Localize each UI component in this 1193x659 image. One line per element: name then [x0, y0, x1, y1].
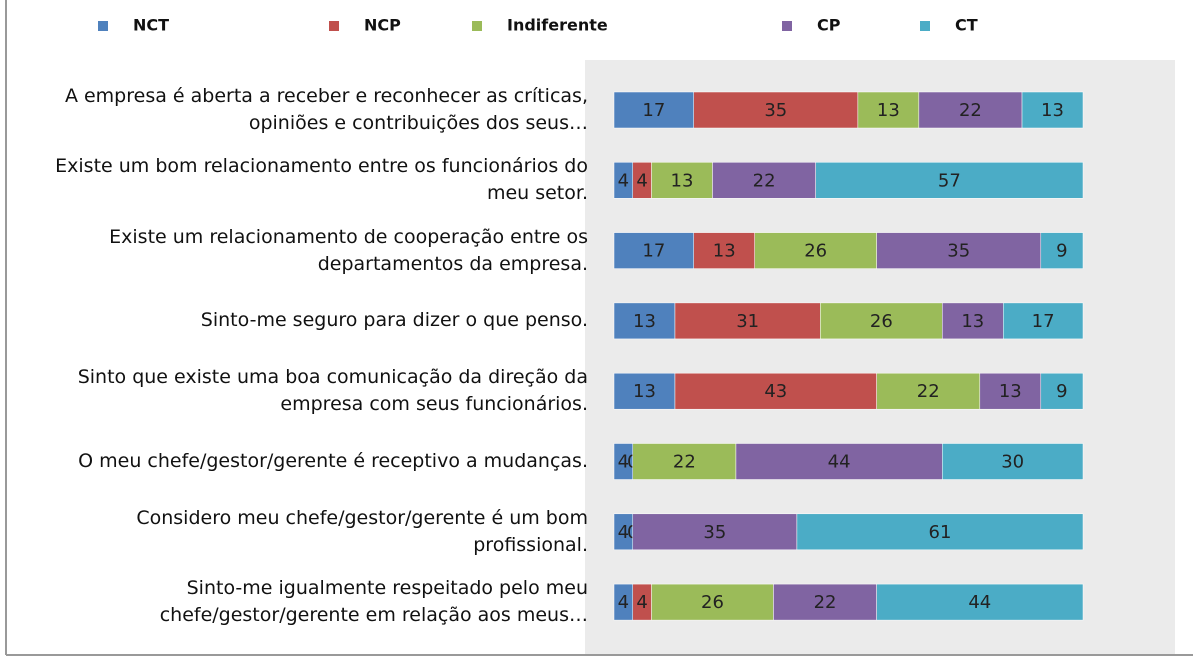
- bar-segment: [1040, 372, 1084, 410]
- category-text: Considero meu chefe/gestor/gerente é um …: [136, 506, 588, 556]
- category-label: Existe um relacionamento de cooperação e…: [20, 216, 588, 286]
- legend-swatch: [329, 21, 339, 31]
- data-label: 17: [1032, 311, 1055, 332]
- data-label: 22: [753, 170, 776, 191]
- data-label: 4: [636, 170, 647, 191]
- category-label: Sinto-me igualmente respeitado pelo meu …: [20, 567, 588, 637]
- data-label: 4: [618, 452, 629, 473]
- bar-segment: [1040, 232, 1084, 269]
- data-label: 22: [673, 452, 696, 473]
- bar-segment: [674, 302, 821, 340]
- data-label: 35: [947, 241, 970, 262]
- bar-segment: [613, 91, 694, 129]
- data-label: 31: [736, 311, 759, 332]
- bar-segment: [651, 583, 774, 621]
- bar-segment: [942, 302, 1004, 340]
- bar-segment: [754, 232, 877, 269]
- bar-segment: [979, 372, 1042, 410]
- bar-segment: [876, 232, 1042, 269]
- legend-swatch: [98, 21, 108, 31]
- legend-swatch: [472, 21, 482, 31]
- bar-segment: [613, 372, 676, 410]
- bar-segment: [820, 302, 943, 340]
- category-text: O meu chefe/gestor/gerente é receptivo a…: [78, 450, 588, 472]
- category-text: Existe um bom relacionamento entre os fu…: [55, 155, 588, 205]
- data-label: 22: [917, 381, 940, 402]
- data-label: 13: [633, 381, 656, 402]
- category-text: A empresa é aberta a receber e reconhece…: [64, 85, 588, 134]
- data-label: 13: [633, 311, 656, 332]
- data-label: 26: [701, 592, 724, 613]
- plot-area: [585, 60, 1175, 654]
- data-label: 13: [961, 311, 984, 332]
- legend-label: CP: [817, 16, 841, 35]
- data-label: 43: [764, 381, 787, 402]
- data-label: 57: [938, 170, 961, 191]
- data-label: 13: [671, 170, 694, 191]
- category-label: O meu chefe/gestor/gerente é receptivo a…: [20, 427, 588, 497]
- category-text: Sinto que existe uma boa comunicação da …: [77, 366, 588, 416]
- data-label: 22: [959, 100, 982, 121]
- category-label: Sinto-me seguro para dizer o que penso.: [20, 286, 588, 356]
- legend-label: Indiferente: [507, 16, 608, 35]
- data-label: 30: [1001, 452, 1024, 473]
- category-label: Considero meu chefe/gestor/gerente é um …: [20, 497, 588, 567]
- legend-label: NCP: [364, 16, 401, 35]
- data-label: 17: [642, 100, 665, 121]
- bar-segment: [632, 443, 737, 480]
- bar-segment: [876, 583, 1084, 621]
- bar-segment: [876, 372, 981, 410]
- data-label: 9: [1056, 241, 1067, 262]
- bar-segment: [1021, 91, 1084, 129]
- data-label: 4: [636, 592, 647, 613]
- data-label: 17: [642, 241, 665, 262]
- legend-label: NCT: [133, 16, 169, 35]
- bar-segment: [613, 232, 694, 269]
- data-label: 9: [1056, 381, 1067, 402]
- legend-swatch: [920, 21, 930, 31]
- category-text: Existe um relacionamento de cooperação e…: [109, 225, 588, 275]
- data-label: 4: [618, 170, 629, 191]
- data-label: 22: [814, 592, 837, 613]
- data-label: 4: [618, 522, 629, 543]
- bar-segment: [815, 162, 1084, 199]
- data-label: 35: [764, 100, 787, 121]
- data-label: 44: [828, 452, 851, 473]
- data-label: 13: [1041, 100, 1064, 121]
- category-label: A empresa é aberta a receber e reconhece…: [20, 75, 588, 145]
- data-label: 13: [877, 100, 900, 121]
- bar-segment: [712, 162, 816, 199]
- bar-segment: [1003, 302, 1084, 340]
- bar-segment: [942, 443, 1084, 480]
- data-label: 26: [870, 311, 893, 332]
- data-label: 44: [968, 592, 991, 613]
- data-label: 61: [929, 522, 952, 543]
- data-label: 35: [703, 522, 726, 543]
- legend-swatch: [782, 21, 792, 31]
- data-label: 26: [804, 241, 827, 262]
- legend-label: CT: [955, 16, 978, 35]
- bar-segment: [651, 162, 713, 199]
- data-label: 13: [713, 241, 736, 262]
- bar-segment: [613, 302, 676, 340]
- data-label: 13: [999, 381, 1022, 402]
- bar-segment: [693, 232, 755, 269]
- category-label: Existe um bom relacionamento entre os fu…: [20, 145, 588, 215]
- category-text: Sinto-me igualmente respeitado pelo meu …: [159, 577, 588, 627]
- data-label: 4: [618, 592, 629, 613]
- bar-segment: [735, 443, 943, 480]
- bar-segment: [796, 513, 1084, 551]
- bar-segment: [632, 513, 798, 551]
- category-label: Sinto que existe uma boa comunicação da …: [20, 356, 588, 426]
- bar-segment: [773, 583, 877, 621]
- category-text: Sinto-me seguro para dizer o que penso.: [200, 309, 588, 332]
